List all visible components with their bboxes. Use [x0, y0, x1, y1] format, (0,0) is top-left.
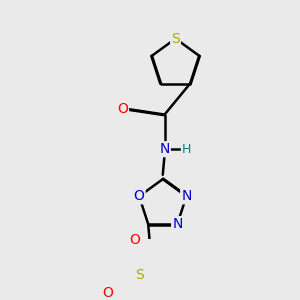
Text: O: O	[102, 286, 113, 300]
Text: N: N	[172, 217, 182, 231]
Text: O: O	[134, 189, 145, 203]
Text: N: N	[159, 142, 170, 156]
Text: S: S	[171, 32, 180, 46]
Text: O: O	[117, 102, 128, 116]
Text: S: S	[136, 268, 144, 282]
Text: N: N	[181, 189, 192, 203]
Text: O: O	[129, 233, 140, 247]
Text: H: H	[182, 143, 191, 156]
